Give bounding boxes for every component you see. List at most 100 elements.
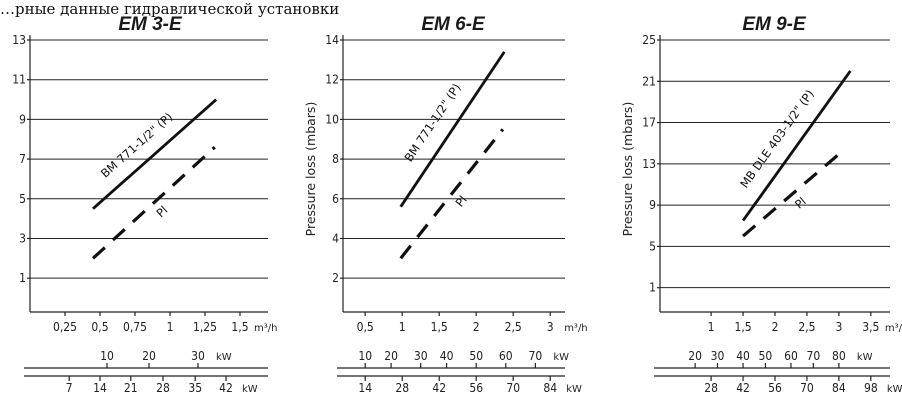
y-tick-label: 3 <box>19 231 26 245</box>
scale2-tick-label: 20 <box>142 349 156 363</box>
series-line-1 <box>399 128 505 260</box>
x-tick-label: 2,5 <box>798 320 815 334</box>
series-label: Pl <box>453 193 470 210</box>
x-tick-label: 3 <box>835 320 842 334</box>
scale3-tick-label: 28 <box>156 381 170 395</box>
x-tick-label: 2 <box>473 320 480 334</box>
scale3-tick-label: 14 <box>93 381 107 395</box>
scale3-tick-label: 84 <box>832 381 846 395</box>
scale3-tick-label: 56 <box>469 381 483 395</box>
scale2-tick-label: 40 <box>736 349 750 363</box>
scale2-tick-label: 10 <box>358 349 372 363</box>
y-tick-label: 17 <box>642 116 656 130</box>
y-axis-label: Pressure loss (mbars) <box>620 102 635 237</box>
x-tick-label: 3,5 <box>862 320 879 334</box>
scale2-tick-label: 60 <box>499 349 513 363</box>
series-label: Pl <box>154 203 171 220</box>
x-tick-label: 0,75 <box>123 320 147 334</box>
y-tick-label: 8 <box>332 152 339 166</box>
x-tick-label: 1,5 <box>231 320 248 334</box>
series-label: BM 771-1/2" (P) <box>401 81 463 164</box>
scale2-tick-label: 70 <box>806 349 820 363</box>
scale3-unit-label: kW <box>242 384 258 395</box>
y-tick-label: 1 <box>19 271 26 285</box>
chart-title: EM 6-E <box>421 14 486 35</box>
scale3-tick-label: 84 <box>543 381 557 395</box>
y-tick-label: 9 <box>19 112 26 126</box>
scale3-tick-label: 28 <box>395 381 409 395</box>
x-unit-label: m³/h <box>885 323 902 334</box>
chart-title: EM 9-E <box>742 14 807 35</box>
chart-title: EM 3-E <box>118 14 183 35</box>
scale3-tick-label: 70 <box>506 381 520 395</box>
scale2-tick-label: 30 <box>711 349 725 363</box>
scale3-tick-label: 56 <box>768 381 782 395</box>
y-tick-label: 5 <box>649 239 656 253</box>
x-tick-label: 2,5 <box>505 320 522 334</box>
x-unit-label: m³/h <box>564 323 587 334</box>
scale3-tick-label: 35 <box>188 381 202 395</box>
x-tick-label: 1 <box>708 320 715 334</box>
scale2-tick-label: 20 <box>688 349 702 363</box>
y-tick-label: 2 <box>332 271 339 285</box>
scale2-tick-label: 30 <box>191 349 205 363</box>
y-tick-label: 12 <box>325 73 339 87</box>
y-tick-label: 6 <box>332 192 339 206</box>
series-line-1 <box>742 150 844 238</box>
scale2-unit-label: kW <box>553 352 569 363</box>
series-line-0 <box>399 51 506 208</box>
scale3-tick-label: 28 <box>704 381 718 395</box>
y-tick-label: 9 <box>649 198 656 212</box>
scale3-tick-label: 42 <box>432 381 446 395</box>
scale2-tick-label: 70 <box>529 349 543 363</box>
series-label: Pl <box>792 194 809 211</box>
scale3-tick-label: 42 <box>219 381 233 395</box>
scale2-tick-label: 80 <box>832 349 846 363</box>
scale2-tick-label: 60 <box>784 349 798 363</box>
scale3-tick-label: 70 <box>800 381 814 395</box>
scale3-unit-label: kW <box>566 384 582 395</box>
scale2-tick-label: 50 <box>469 349 483 363</box>
y-tick-label: 7 <box>19 152 26 166</box>
scale2-tick-label: 50 <box>759 349 773 363</box>
y-tick-label: 14 <box>325 33 339 47</box>
x-tick-label: 0,25 <box>53 320 77 334</box>
y-tick-label: 13 <box>642 157 656 171</box>
scale2-tick-label: 30 <box>414 349 428 363</box>
x-tick-label: 0,5 <box>357 320 374 334</box>
y-axis-label: Pressure loss (mbars) <box>303 102 318 237</box>
series-line-0 <box>741 70 852 222</box>
overlay-caption: …рные данные гидравлической установки <box>0 0 340 18</box>
x-tick-label: 1 <box>167 320 174 334</box>
y-tick-label: 4 <box>332 231 339 245</box>
scale3-tick-label: 7 <box>66 381 73 395</box>
scale2-tick-label: 20 <box>384 349 398 363</box>
series-line-0 <box>92 98 218 210</box>
scale3-tick-label: 98 <box>864 381 878 395</box>
y-tick-label: 13 <box>12 33 26 47</box>
scale2-unit-label: kW <box>216 352 232 363</box>
x-tick-label: 1 <box>399 320 406 334</box>
x-tick-label: 2 <box>772 320 779 334</box>
y-tick-label: 25 <box>642 33 656 47</box>
series-line-1 <box>91 145 216 260</box>
scale2-unit-label: kW <box>857 352 873 363</box>
scale2-tick-label: 40 <box>440 349 454 363</box>
scale2-tick-label: 10 <box>100 349 114 363</box>
x-tick-label: 1,25 <box>193 320 217 334</box>
y-tick-label: 5 <box>19 192 26 206</box>
x-tick-label: 0,5 <box>91 320 108 334</box>
x-tick-label: 1,5 <box>734 320 751 334</box>
y-tick-label: 21 <box>642 74 656 88</box>
y-tick-label: 11 <box>12 73 26 87</box>
chart-2: EM 9-E Pressure loss (mbars) 1 5 9 13 17 21 25 1 1… <box>620 14 902 395</box>
scale3-unit-label: kW <box>887 384 902 395</box>
x-tick-label: 3 <box>547 320 554 334</box>
x-tick-label: 1,5 <box>431 320 448 334</box>
x-unit-label: m³/h <box>254 323 277 334</box>
y-tick-label: 1 <box>649 281 656 295</box>
scale3-tick-label: 42 <box>736 381 750 395</box>
